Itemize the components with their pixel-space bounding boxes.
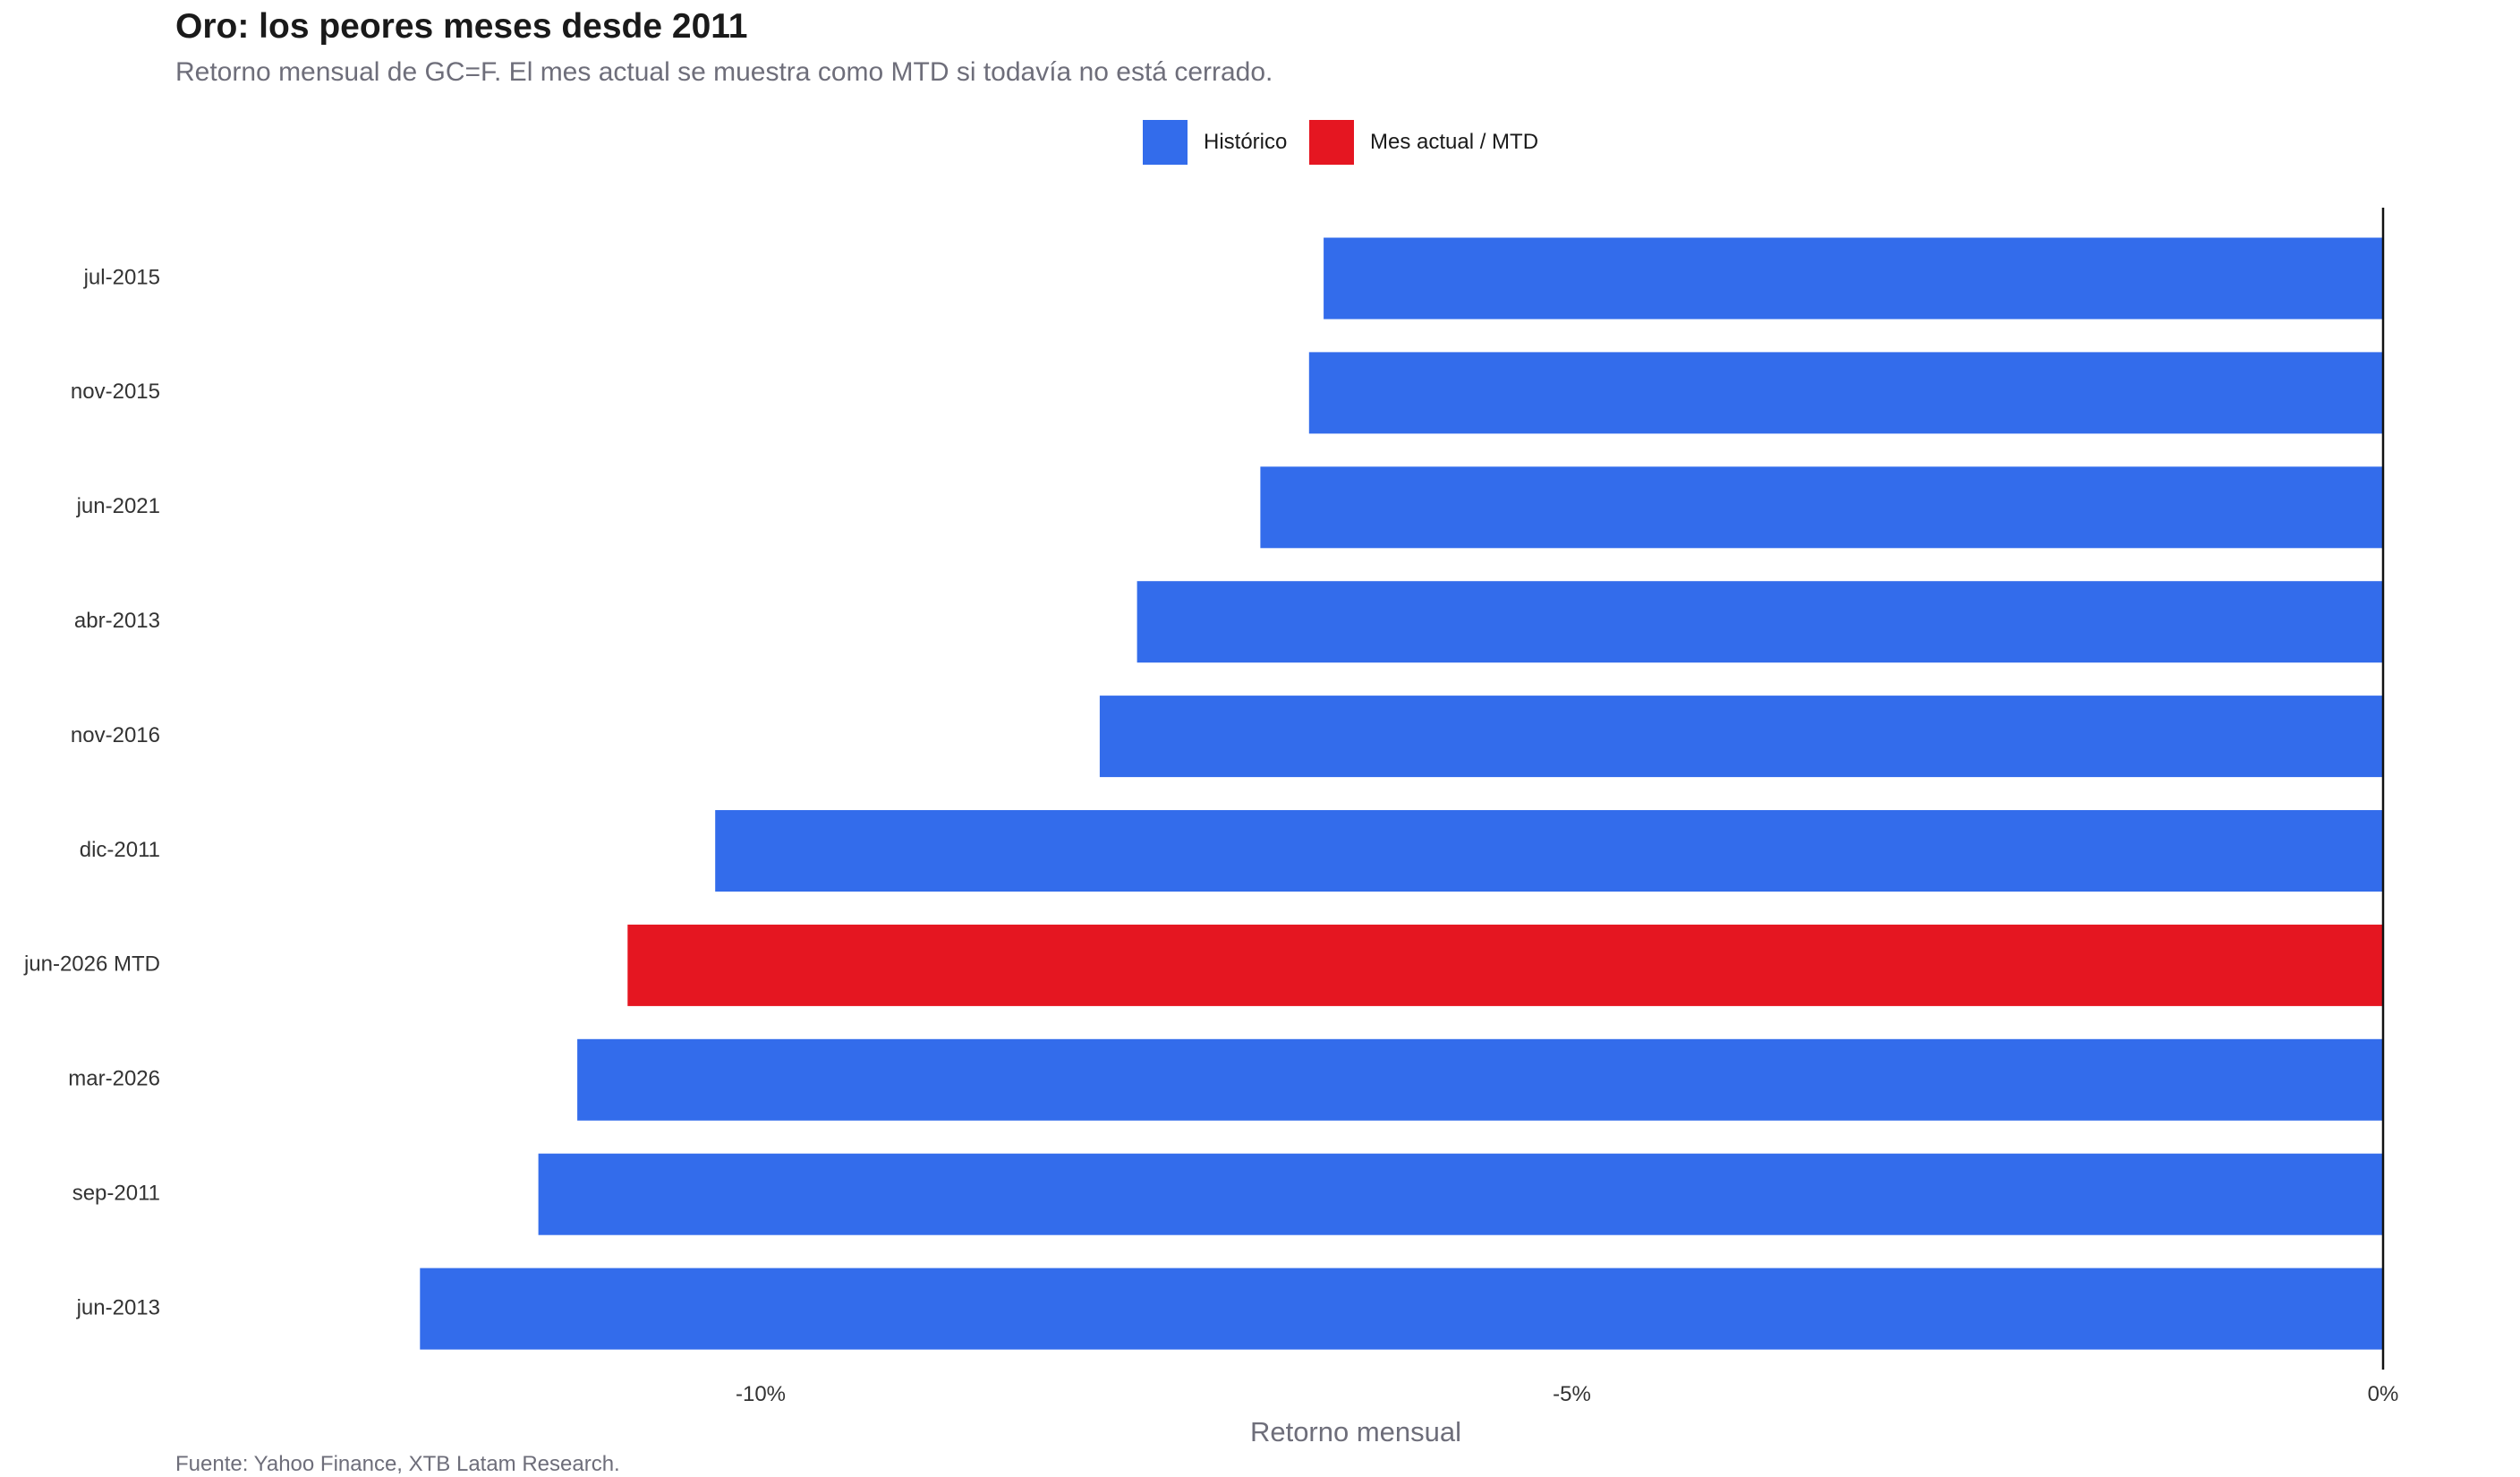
y-tick-label: jun-2026 MTD (23, 952, 160, 977)
bar-jul-2015 (1324, 237, 2383, 320)
x-axis-title: Retorno mensual (1250, 1416, 1461, 1447)
bar-dic-2011 (715, 810, 2384, 892)
legend-label-historico: Histórico (1204, 130, 1288, 154)
bar-sep-2011 (538, 1153, 2383, 1235)
bar-nov-2015 (1308, 352, 2383, 434)
x-tick-label: -10% (736, 1382, 786, 1406)
legend-item-historico: Histórico (1143, 120, 1287, 165)
legend-swatch-historico (1143, 120, 1188, 165)
legend-swatch-mtd (1309, 120, 1354, 165)
legend: Histórico Mes actual / MTD (0, 120, 2520, 165)
bar-mar-2026 (577, 1038, 2383, 1121)
bar-jun-2021 (1260, 466, 2383, 549)
chart-subtitle: Retorno mensual de GC=F. El mes actual s… (175, 57, 1273, 87)
y-tick-label: abr-2013 (74, 609, 160, 633)
x-tick-label: 0% (2368, 1382, 2399, 1406)
chart-title: Oro: los peores meses desde 2011 (175, 7, 748, 46)
legend-label-mtd: Mes actual / MTD (1370, 130, 1539, 154)
y-tick-label: sep-2011 (72, 1182, 160, 1206)
y-tick-label: mar-2026 (68, 1067, 160, 1091)
bar-abr-2013 (1137, 581, 2383, 663)
source-note: Fuente: Yahoo Finance, XTB Latam Researc… (175, 1452, 620, 1476)
bar-jun-2013 (420, 1268, 2383, 1350)
y-tick-label: jun-2021 (76, 494, 160, 518)
y-tick-label: nov-2015 (71, 380, 160, 404)
y-tick-label: dic-2011 (80, 838, 160, 862)
y-tick-label: nov-2016 (71, 723, 160, 747)
x-tick-label: -5% (1553, 1382, 1591, 1406)
bar-nov-2016 (1099, 696, 2383, 778)
bar-jun-2026-mtd (627, 924, 2383, 1006)
legend-item-mtd: Mes actual / MTD (1309, 120, 1538, 165)
y-tick-label: jun-2013 (76, 1295, 160, 1319)
y-tick-label: jul-2015 (83, 265, 160, 289)
